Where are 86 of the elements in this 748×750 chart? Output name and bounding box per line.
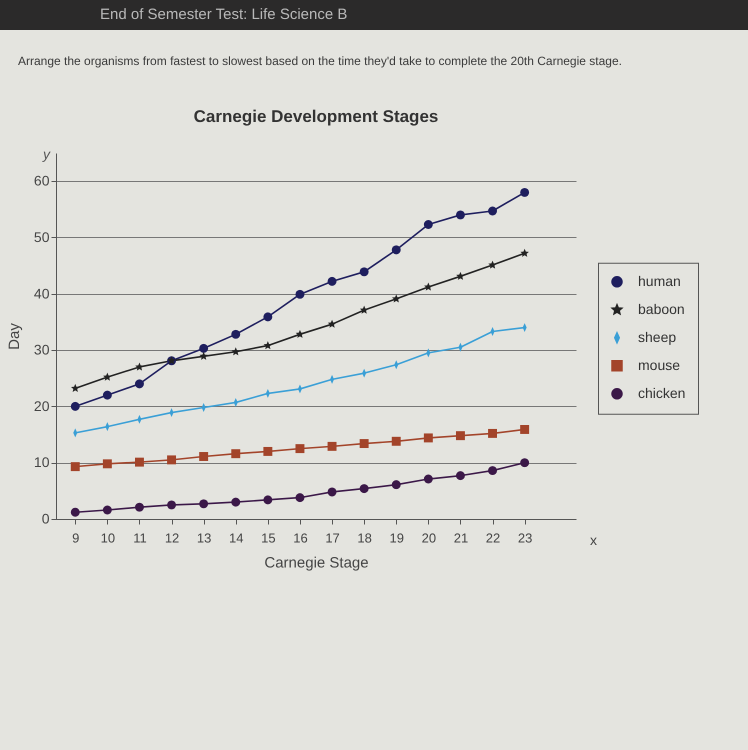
point	[392, 480, 401, 490]
text: End of Semester Test: Life Science B	[0, 0, 748, 30]
point	[231, 498, 240, 507]
point	[488, 260, 497, 269]
x-tick-label: 15	[261, 530, 276, 546]
point	[328, 320, 336, 328]
point	[520, 425, 530, 434]
point	[392, 245, 401, 254]
point	[456, 471, 465, 480]
x-tick-label: 11	[133, 530, 147, 546]
point	[134, 379, 144, 388]
point	[232, 347, 240, 356]
point	[199, 499, 208, 508]
legend-label: human	[638, 272, 681, 289]
y-tick-label: 60	[34, 172, 50, 189]
text: x	[590, 532, 597, 548]
y-axis-title: Day	[6, 322, 23, 350]
y-tick-label: 30	[34, 342, 50, 358]
point	[102, 506, 112, 514]
point	[102, 390, 112, 400]
point	[199, 344, 208, 353]
x-tick-label: 19	[390, 530, 404, 546]
point	[70, 508, 80, 517]
point	[520, 458, 530, 468]
point	[360, 439, 369, 448]
point	[456, 431, 465, 440]
point	[263, 495, 272, 504]
x-tick-label: 16	[293, 530, 308, 546]
legend-label: mouse	[638, 356, 680, 373]
point	[231, 449, 240, 458]
legend-label: sheep	[638, 328, 676, 345]
x-tick-label: 22	[486, 530, 500, 546]
point	[520, 188, 530, 197]
point	[167, 500, 176, 510]
point	[328, 276, 337, 286]
point	[102, 459, 112, 468]
point	[360, 484, 369, 494]
point	[295, 290, 304, 299]
point	[520, 248, 529, 257]
x-tick-label: 17	[325, 530, 340, 546]
x-tick-label: 21	[454, 530, 468, 546]
point	[424, 220, 433, 229]
point	[424, 433, 433, 442]
point	[360, 306, 368, 314]
x-tick-label: 9	[72, 530, 80, 546]
y-tick-label: 10	[34, 454, 50, 470]
point	[392, 436, 401, 446]
point	[360, 267, 369, 276]
x-tick-label: 12	[164, 530, 180, 546]
y-tick-label: 0	[42, 510, 50, 526]
x-tick-label: 14	[229, 530, 244, 546]
point	[264, 341, 272, 350]
point	[488, 428, 498, 438]
point	[134, 458, 144, 467]
point	[392, 294, 400, 302]
point	[488, 466, 498, 476]
point	[424, 474, 433, 484]
legend-label: baboon	[638, 300, 685, 317]
point	[167, 455, 176, 464]
x-tick-label: 23	[518, 530, 532, 546]
point	[295, 444, 304, 454]
x-tick-label: 10	[100, 530, 116, 546]
text: y	[42, 146, 51, 162]
y-tick-label: 20	[34, 398, 50, 414]
point	[199, 452, 208, 461]
x-tick-label: 20	[422, 530, 436, 546]
point	[456, 210, 465, 220]
point	[328, 442, 337, 451]
x-axis-title: Carnegie Stage	[264, 554, 369, 572]
point	[295, 493, 304, 502]
point	[70, 402, 80, 411]
legend-label: chicken	[638, 384, 686, 401]
chart-title: Carnegie Development Stages	[194, 107, 438, 126]
x-tick-label: 18	[357, 530, 372, 546]
y-tick-label: 40	[34, 285, 50, 302]
point	[134, 502, 144, 512]
point	[263, 446, 272, 456]
point	[263, 312, 272, 322]
x-tick-label: 13	[196, 530, 212, 546]
y-tick-label: 50	[34, 228, 50, 245]
point	[199, 352, 208, 360]
text: Arrange the organisms from fastest to slowest based on the time they'd take to complete the 20th Carnegie stage.	[17, 53, 623, 70]
point	[328, 488, 337, 496]
point	[70, 462, 80, 472]
point	[231, 330, 240, 339]
point	[488, 206, 498, 216]
